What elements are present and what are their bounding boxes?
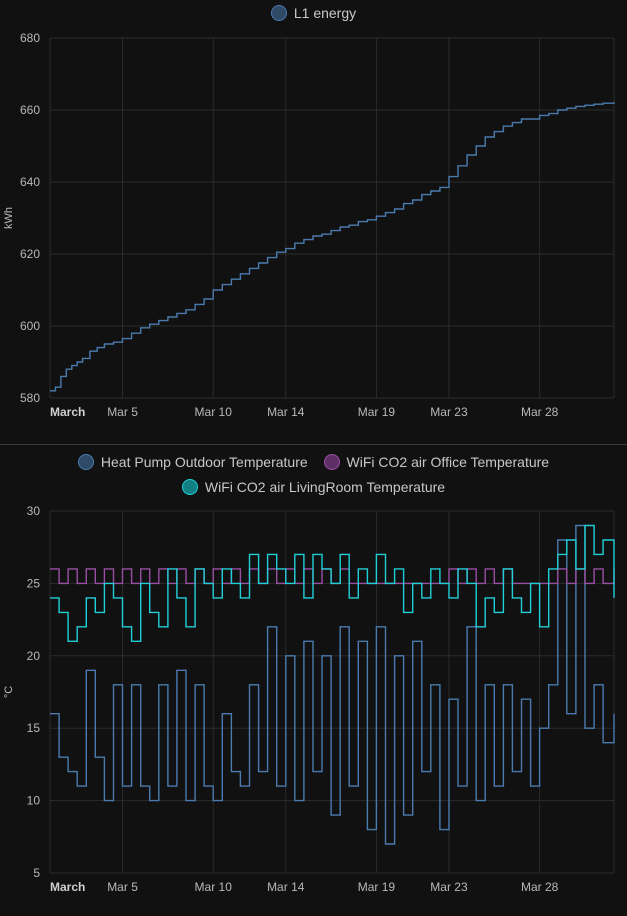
temperature-chart-panel: Heat Pump Outdoor Temperature WiFi CO2 a… [0, 446, 627, 916]
x-tick-label: Mar 5 [107, 405, 138, 419]
y-tick-label: 20 [27, 649, 41, 663]
temperature-chart: 5 10 15 20 25 30 March Mar 5 Mar 10 Mar 14 Mar 19 M… [3, 504, 615, 894]
l1-energy-chart-panel: L1 energy 580 600 620 640 660 680 March Mar 5 Ma… [0, 0, 627, 444]
series-line-1-2 [50, 524, 615, 642]
y-tick-label: 15 [27, 721, 41, 735]
x-tick-label: Mar 14 [267, 880, 305, 894]
y-tick-label: 660 [20, 103, 40, 117]
y-tick-label: 580 [20, 391, 40, 405]
legend-label-heat-pump: Heat Pump Outdoor Temperature [100, 454, 308, 470]
legend-label-livingroom: WiFi CO2 air LivingRoom Temperature [204, 479, 446, 495]
y-tick-label: 30 [27, 504, 41, 518]
series-line-1-1 [50, 568, 615, 585]
y-tick-label: 680 [20, 31, 40, 45]
x-tick-label: Mar 19 [358, 880, 396, 894]
y-tick-label: 10 [27, 794, 41, 808]
y-tick-label: 5 [33, 866, 40, 880]
legend-swatch-l1-energy [270, 5, 287, 21]
y-axis-label: kWh [3, 207, 15, 229]
chart2-legend: Heat Pump Outdoor Temperature WiFi CO2 a… [0, 454, 627, 498]
legend-item-office-temperature[interactable]: WiFi CO2 air Office Temperature [323, 454, 550, 470]
y-tick-label: 620 [20, 247, 40, 261]
legend-item-l1-energy[interactable]: L1 energy [270, 5, 357, 21]
legend-item-heat-pump-outdoor-temperature[interactable]: Heat Pump Outdoor Temperature [77, 454, 308, 470]
y-tick-label: 640 [20, 175, 40, 189]
chart1-legend: L1 energy [0, 5, 627, 24]
x-tick-label: Mar 23 [430, 405, 468, 419]
legend-swatch-office [323, 454, 340, 470]
x-tick-label: Mar 10 [195, 880, 233, 894]
legend-label-l1-energy: L1 energy [293, 5, 357, 21]
x-tick-label: Mar 19 [358, 405, 396, 419]
series-line-0-0 [50, 102, 615, 392]
x-tick-label: March [50, 405, 85, 419]
x-tick-label: Mar 14 [267, 405, 305, 419]
legend-item-livingroom-temperature[interactable]: WiFi CO2 air LivingRoom Temperature [181, 479, 446, 495]
panel-divider [0, 444, 627, 445]
x-tick-label: Mar 28 [521, 880, 559, 894]
y-tick-label: 600 [20, 319, 40, 333]
x-tick-label: Mar 5 [107, 880, 138, 894]
y-tick-label: 25 [27, 576, 41, 590]
legend-label-office: WiFi CO2 air Office Temperature [346, 454, 550, 470]
series-line-1-0 [50, 524, 615, 845]
x-tick-label: Mar 23 [430, 880, 468, 894]
y-axis-label: °C [3, 686, 15, 698]
legend-swatch-livingroom [181, 479, 198, 495]
x-tick-label: March [50, 880, 85, 894]
x-tick-label: Mar 10 [195, 405, 233, 419]
legend-swatch-heat-pump [77, 454, 94, 470]
x-tick-label: Mar 28 [521, 405, 559, 419]
l1-energy-chart: 580 600 620 640 660 680 March Mar 5 Mar 10 Mar 14… [3, 31, 615, 419]
